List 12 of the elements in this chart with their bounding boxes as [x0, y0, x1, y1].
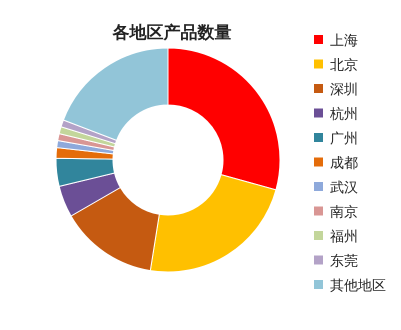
legend-label: 福州 [330, 228, 358, 245]
legend-label: 南京 [330, 204, 358, 220]
legend-label: 北京 [330, 57, 358, 74]
legend-label: 深圳 [330, 82, 358, 98]
chart-title: 各地区产品数量 [112, 23, 232, 43]
legend-label: 成都 [330, 155, 358, 172]
legend-label: 杭州 [329, 106, 358, 122]
legend-label: 其他地区 [330, 278, 386, 294]
legend-label: 东莞 [330, 253, 358, 270]
legend-label: 武汉 [330, 180, 358, 196]
legend-label: 广州 [330, 130, 358, 147]
legend-label: 上海 [330, 32, 358, 49]
